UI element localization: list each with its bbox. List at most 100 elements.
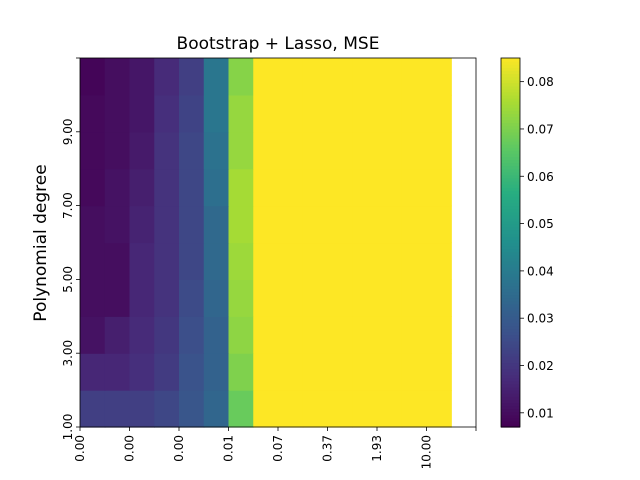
- colorbar-segment: [501, 257, 520, 262]
- heatmap-cell: [401, 94, 428, 133]
- heatmap-cell: [352, 316, 378, 354]
- heatmap-cell: [228, 390, 254, 428]
- colorbar-segment: [501, 273, 520, 277]
- heatmap-cell: [302, 205, 329, 244]
- heatmap-cell: [179, 242, 205, 280]
- colorbar-segment: [501, 94, 520, 99]
- heatmap-cell: [203, 205, 230, 244]
- heatmap-cell: [253, 168, 279, 207]
- heatmap-cell: [327, 168, 353, 207]
- heatmap-cell: [401, 205, 428, 244]
- colorbar-segment: [501, 97, 520, 102]
- chart-title: Bootstrap + Lasso, MSE: [177, 34, 380, 54]
- colorbar-segment: [501, 58, 520, 62]
- colorbar-segment: [501, 368, 520, 373]
- heatmap-cell: [228, 279, 254, 317]
- y-axis-ticks: 1.00 3.00 5.00 7.00 9.00: [61, 57, 80, 441]
- colorbar-segment: [501, 113, 520, 118]
- colorbar-segment: [501, 260, 520, 265]
- heatmap-cell: [179, 205, 205, 244]
- colorbar-segment: [501, 377, 520, 382]
- colorbar-segment: [501, 304, 520, 308]
- colorbar-segment: [501, 248, 520, 253]
- heatmap-cell: [327, 205, 353, 244]
- colorbar-segment: [501, 187, 520, 191]
- y-tick-label: 1.00: [61, 414, 75, 441]
- heatmap-cell: [377, 94, 403, 133]
- heatmap-cell: [154, 131, 180, 170]
- colorbar-segment: [501, 307, 520, 311]
- heatmap-cell: [426, 353, 452, 391]
- heatmap-cell: [203, 353, 230, 391]
- colorbar-segment: [501, 267, 520, 271]
- heatmap-cell: [80, 205, 106, 244]
- heatmap-cell: [253, 279, 279, 317]
- colorbar-segment: [501, 122, 520, 127]
- heatmap-cell: [129, 168, 155, 207]
- heatmap-cell: [80, 94, 106, 133]
- heatmap-cell: [278, 242, 304, 280]
- heatmap-cell: [352, 205, 378, 244]
- colorbar-segment: [501, 202, 520, 207]
- colorbar-segment: [501, 91, 520, 96]
- heatmap-cell: [228, 131, 254, 170]
- colorbar-segment: [501, 294, 520, 299]
- colorbar-segment: [501, 233, 520, 237]
- colorbar-segment: [501, 297, 520, 302]
- heatmap-cell: [377, 316, 403, 354]
- colorbar-segment: [501, 282, 520, 287]
- heatmap-cell: [377, 168, 403, 207]
- heatmap-cell: [352, 242, 378, 280]
- x-tick-label: 0.07: [271, 435, 285, 462]
- colorbar-segment: [501, 85, 520, 90]
- heatmap-cell: [302, 168, 329, 207]
- colorbar-segment: [501, 150, 520, 154]
- colorbar-segment: [501, 350, 520, 354]
- heatmap-cell: [426, 316, 452, 354]
- heatmap-cell: [302, 131, 329, 170]
- heatmap-cells: [80, 58, 452, 428]
- heatmap-cell: [377, 279, 403, 317]
- heatmap-cell: [228, 353, 254, 391]
- heatmap-cell: [80, 168, 106, 207]
- x-tick-label: 0.01: [222, 435, 236, 462]
- colorbar-segment: [501, 184, 520, 188]
- colorbar-segment: [501, 70, 520, 74]
- heatmap-cell: [129, 205, 155, 244]
- heatmap-cell: [228, 58, 254, 96]
- heatmap-cell: [104, 316, 131, 354]
- heatmap-cell: [327, 242, 353, 280]
- heatmap-cell: [129, 353, 155, 391]
- heatmap-cell: [302, 58, 329, 96]
- heatmap-cell: [179, 168, 205, 207]
- y-tick-label: 7.00: [61, 192, 75, 219]
- heatmap-cell: [377, 58, 403, 96]
- x-tick-label: 1.93: [370, 435, 384, 462]
- heatmap-cell: [278, 390, 304, 428]
- heatmap-cell: [278, 279, 304, 317]
- heatmap-cell: [401, 58, 428, 96]
- colorbar-tick-label: 0.01: [527, 406, 554, 420]
- heatmap-cell: [104, 168, 131, 207]
- colorbar-segment: [501, 137, 520, 142]
- heatmap-cell: [228, 316, 254, 354]
- y-tick-label: 9.00: [61, 118, 75, 145]
- colorbar-segment: [501, 319, 520, 324]
- colorbar: 0.01 0.02 0.03 0.04 0.05 0.06 0.07 0.08: [500, 57, 554, 428]
- colorbar-segment: [501, 61, 520, 65]
- colorbar-segment: [501, 190, 520, 194]
- heatmap-cell: [401, 279, 428, 317]
- colorbar-segment: [501, 82, 520, 87]
- colorbar-tick-label: 0.05: [527, 217, 554, 231]
- heatmap-cell: [302, 316, 329, 354]
- heatmap-cell: [253, 205, 279, 244]
- colorbar-segment: [501, 181, 520, 185]
- heatmap-cell: [129, 316, 155, 354]
- colorbar-segment: [501, 420, 520, 425]
- colorbar-segment: [501, 353, 520, 357]
- colorbar-segment: [501, 131, 520, 136]
- heatmap-cell: [426, 242, 452, 280]
- colorbar-segment: [501, 168, 520, 173]
- colorbar-segment: [501, 396, 520, 400]
- colorbar-segment: [501, 423, 520, 428]
